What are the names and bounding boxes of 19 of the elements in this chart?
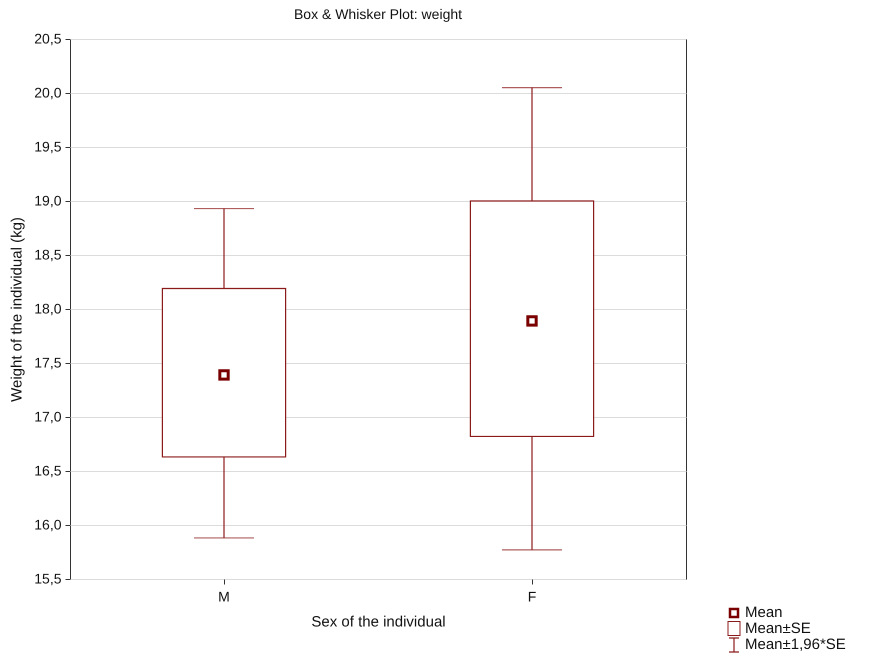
x-tick-label: F (528, 588, 536, 604)
y-tick-label: 20,0 (34, 84, 62, 100)
x-tick-label: M (218, 588, 230, 604)
y-tick-label: 17,0 (34, 408, 62, 424)
y-tick-label: 16,0 (34, 516, 62, 532)
text: Mean±1,96*SE (745, 636, 846, 653)
text: Mean (745, 604, 783, 621)
y-tick-label: 19,5 (34, 138, 62, 154)
y-tick-label: 17,5 (34, 354, 62, 370)
y-axis-title: Weight of the individual (kg) (8, 217, 26, 402)
y-tick-label: 16,5 (34, 462, 62, 478)
text: Mean±SE (745, 620, 811, 637)
chart-title: Box & Whisker Plot: weight (294, 6, 462, 22)
y-tick-label: 20,5 (34, 30, 62, 46)
x-axis-title: Sex of the individual (311, 614, 446, 630)
y-tick-label: 18,0 (34, 300, 62, 316)
y-tick-label: 18,5 (34, 246, 62, 262)
y-tick-label: 15,5 (34, 570, 62, 586)
y-tick-label: 19,0 (34, 192, 62, 208)
